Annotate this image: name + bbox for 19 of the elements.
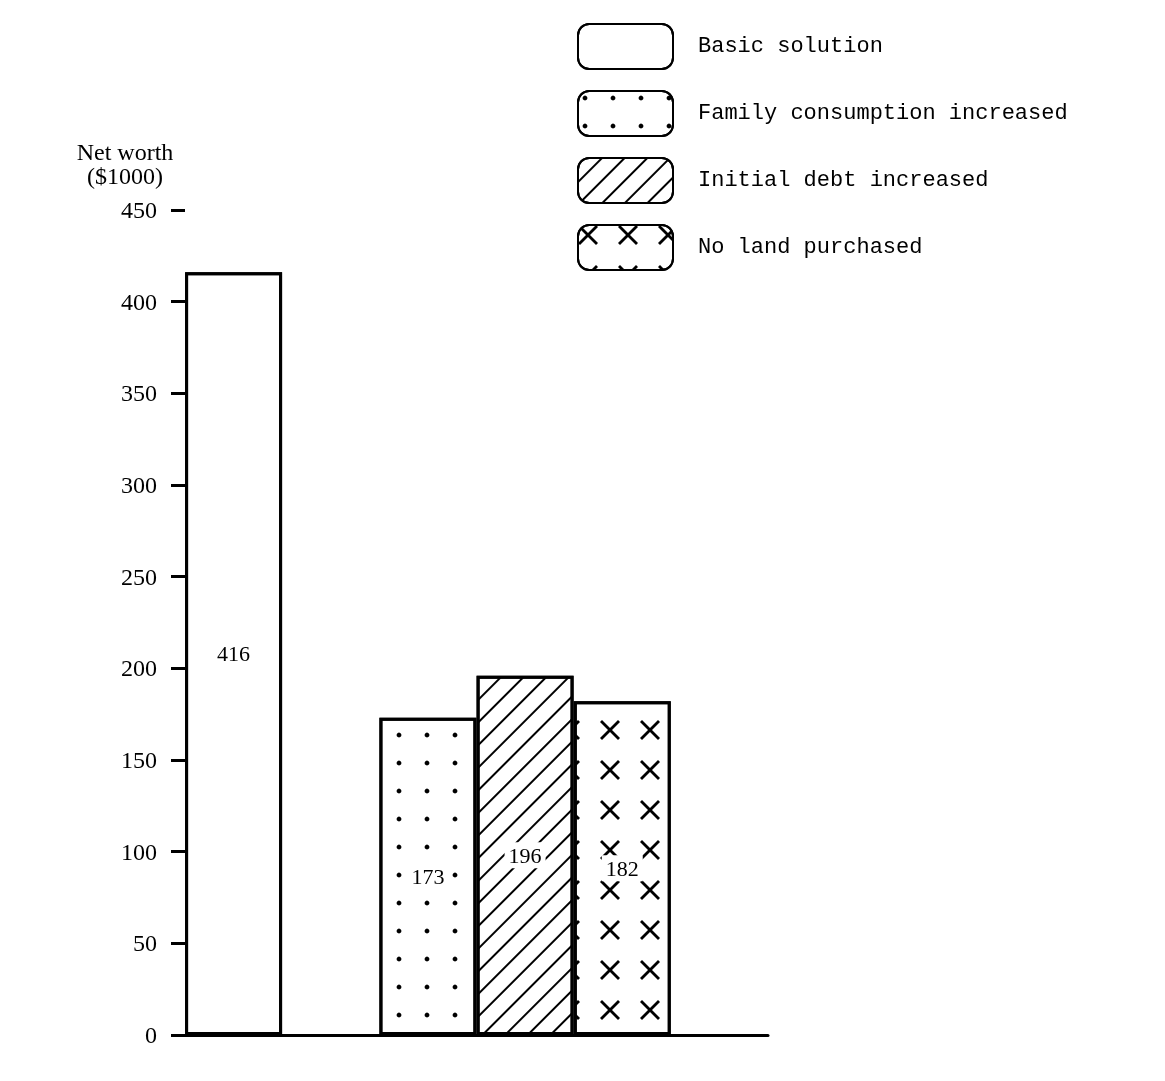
data-label: 196 <box>508 842 542 868</box>
legend-label: Family consumption increased <box>698 101 1068 126</box>
y-tick-label: 350 <box>121 380 157 407</box>
y-tick-label: 400 <box>121 288 157 315</box>
data-label: 173 <box>411 863 445 889</box>
y-tick-label: 200 <box>121 655 157 682</box>
y-tick-label: 50 <box>133 930 157 957</box>
y-tick-label: 300 <box>121 472 157 498</box>
y-tick-label: 100 <box>121 838 157 865</box>
y-tick-label: 250 <box>121 563 157 590</box>
legend-label: Initial debt increased <box>698 168 989 193</box>
legend-label: Basic solution <box>698 34 883 59</box>
y-tick-label: 150 <box>121 747 157 773</box>
data-label: 182 <box>605 855 639 881</box>
legend-label: No land purchased <box>698 235 923 260</box>
y-tick-label: 0 <box>145 1022 157 1048</box>
y-axis-title: Net worth ($1000) <box>76 139 174 189</box>
data-label: 416 <box>217 641 251 667</box>
y-tick-label: 450 <box>121 197 157 223</box>
